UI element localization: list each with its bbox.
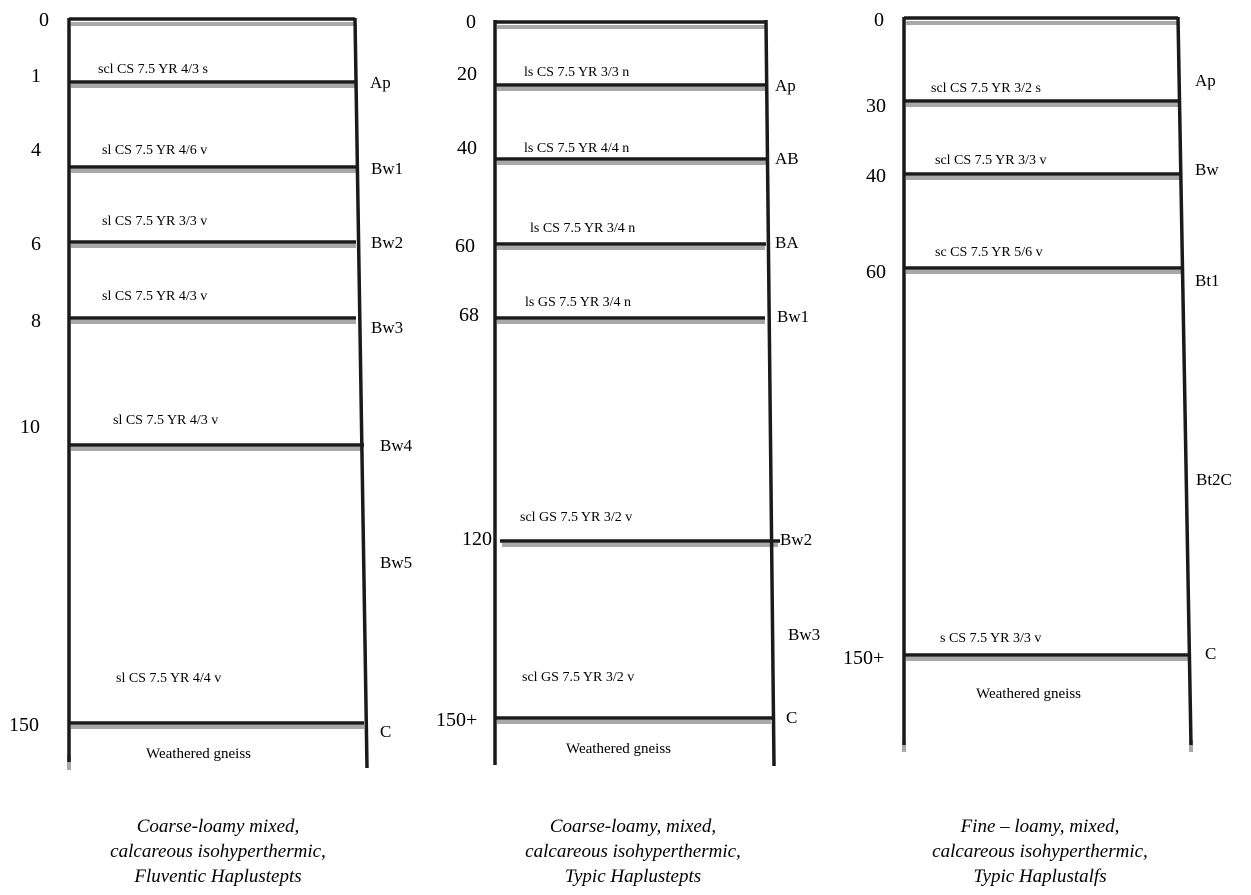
depth-label: 40 [457, 137, 477, 159]
depth-label: 68 [459, 304, 479, 326]
horizon-label: Bw1 [777, 307, 809, 326]
horizon-label: Bt2C [1196, 470, 1232, 489]
depth-label: 6 [31, 233, 41, 255]
profile-caption-line: Typic Haplustepts [565, 866, 701, 887]
profile-caption-line: calcareous isohyperthermic, [110, 841, 326, 862]
profile-1-shadows [67, 22, 364, 770]
profile-2: 0 20 40 60 68 120 150+ Ap AB BA Bw1 Bw2 … [436, 11, 820, 887]
horizon-description: sl CS 7.5 YR 3/3 v [102, 214, 207, 229]
horizon-description: scl CS 7.5 YR 3/3 v [935, 153, 1047, 168]
horizon-description: scl GS 7.5 YR 3/2 v [520, 510, 632, 525]
horizon-label: C [786, 708, 797, 727]
horizon-label: Bw3 [371, 318, 403, 337]
horizon-description: sl CS 7.5 YR 4/4 v [116, 671, 221, 686]
horizon-description: ls CS 7.5 YR 3/4 n [530, 221, 635, 236]
horizon-description: ls CS 7.5 YR 3/3 n [524, 65, 629, 80]
base-note: Weathered gneiss [976, 686, 1081, 702]
profile-caption-line: calcareous isohyperthermic, [525, 841, 741, 862]
depth-label: 150+ [436, 709, 477, 731]
horizon-description: sl CS 7.5 YR 4/3 v [102, 289, 207, 304]
horizon-label: Bt1 [1195, 271, 1220, 290]
base-note: Weathered gneiss [146, 746, 251, 762]
depth-label: 20 [457, 63, 477, 85]
horizon-label: Bw1 [371, 159, 403, 178]
depth-label: 0 [466, 11, 476, 33]
profile-caption-line: Fluventic Haplustepts [133, 866, 301, 887]
depth-label: 10 [20, 416, 40, 438]
horizon-label: Bw2 [371, 233, 403, 252]
horizon-description: s CS 7.5 YR 3/3 v [940, 631, 1041, 646]
horizon-label: Bw3 [788, 625, 820, 644]
horizon-label: Ap [370, 73, 391, 92]
profile-1: 0 1 4 6 8 10 150 Ap Bw1 Bw2 Bw3 Bw4 Bw5 … [9, 9, 413, 887]
horizon-label: Bw4 [380, 436, 413, 455]
profile-2-shadows [497, 25, 778, 724]
profile-3-right-wall [1176, 16, 1193, 746]
profile-3-frame [902, 16, 1193, 746]
profile-caption-line: Coarse-loamy mixed, [137, 816, 300, 837]
depth-label: 0 [874, 9, 884, 31]
depth-label: 60 [866, 261, 886, 283]
base-note: Weathered gneiss [566, 741, 671, 757]
profile-caption-line: Coarse-loamy, mixed, [550, 816, 716, 837]
horizon-label: Ap [775, 76, 796, 95]
horizon-label: Bw2 [780, 530, 812, 549]
profile-caption-line: Typic Haplustalfs [973, 866, 1106, 887]
profile-caption-line: Fine – loamy, mixed, [960, 816, 1120, 837]
depth-label: 150+ [843, 647, 884, 669]
horizon-label: C [380, 722, 391, 741]
horizon-description: ls CS 7.5 YR 4/4 n [524, 141, 629, 156]
horizon-description: ls GS 7.5 YR 3/4 n [525, 295, 631, 310]
depth-label: 0 [39, 9, 49, 31]
depth-label: 8 [31, 310, 41, 332]
depth-label: 1 [31, 65, 41, 87]
profile-1-right-wall [353, 17, 369, 769]
horizon-label: Ap [1195, 71, 1216, 90]
profile-3-shadows [902, 21, 1193, 752]
horizon-label: AB [775, 149, 799, 168]
horizon-label: Bw5 [380, 553, 412, 572]
horizon-description: scl CS 7.5 YR 4/3 s [98, 62, 208, 77]
horizon-label: Bw [1195, 160, 1219, 179]
horizon-description: sl CS 7.5 YR 4/6 v [102, 143, 207, 158]
horizon-description: scl GS 7.5 YR 3/2 v [522, 670, 634, 685]
profile-3: 0 30 40 60 150+ Ap Bw Bt1 Bt2C C scl CS … [843, 9, 1232, 887]
profile-2-right-wall [764, 19, 776, 767]
profile-1-frame [67, 17, 369, 769]
horizon-label: C [1205, 644, 1216, 663]
depth-label: 4 [31, 139, 41, 161]
depth-label: 40 [866, 165, 886, 187]
horizon-description: sl CS 7.5 YR 4/3 v [113, 413, 218, 428]
depth-label: 150 [9, 714, 39, 736]
depth-label: 60 [455, 235, 475, 257]
horizon-description: scl CS 7.5 YR 3/2 s [931, 81, 1041, 96]
profile-2-frame [493, 19, 780, 767]
horizon-label: BA [775, 233, 799, 252]
depth-label: 30 [866, 95, 886, 117]
horizon-description: sc CS 7.5 YR 5/6 v [935, 245, 1043, 260]
profile-caption-line: calcareous isohyperthermic, [932, 841, 1148, 862]
depth-label: 120 [462, 528, 492, 550]
